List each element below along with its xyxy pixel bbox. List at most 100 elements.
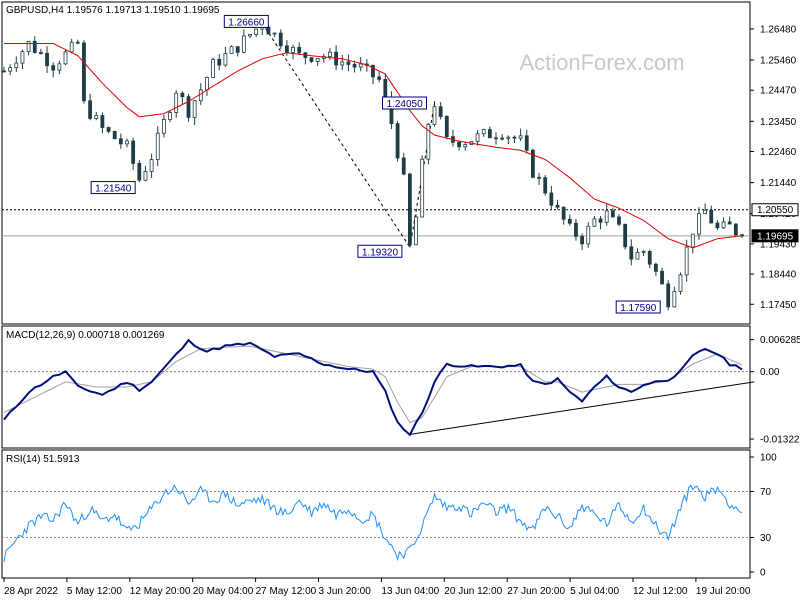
candle-body [438, 106, 443, 117]
price-annotation-box [615, 300, 661, 314]
candle-body [291, 46, 295, 53]
candle-body [512, 136, 517, 139]
candle-body [598, 218, 603, 223]
candle-body [481, 129, 486, 135]
candle-body [69, 41, 74, 53]
price-tick-label: 1.21440 [760, 178, 797, 189]
candle-body [703, 209, 707, 215]
candle-body [672, 291, 677, 308]
candle-body [432, 106, 437, 125]
candle-body [635, 251, 640, 260]
price-annotation-box [382, 96, 427, 110]
candle-body [678, 274, 683, 292]
candle-body [586, 225, 591, 245]
candle-body [401, 157, 406, 175]
macd-tick-label: -0.013223 [760, 435, 800, 446]
candle-body [721, 221, 726, 229]
candle-body [26, 40, 31, 53]
macd-tick-label: 0.00 [760, 367, 780, 378]
price-annotation-box [357, 244, 403, 258]
candle-body [567, 218, 572, 224]
price-tick-label: 1.18440 [760, 270, 797, 281]
candle-body [377, 76, 382, 80]
x-tick-label: 12 Jul 12:00 [633, 586, 688, 597]
rsi-tick-label: 30 [760, 533, 772, 544]
candle-body [654, 263, 658, 272]
price-annotation-label: 1.21540 [95, 184, 132, 195]
macd-title: MACD(12,26,9) 0.000718 0.001269 [6, 330, 165, 341]
candle-body [106, 127, 111, 132]
candle-body [549, 192, 554, 206]
candle-body [118, 138, 123, 145]
candle-body [45, 52, 49, 67]
candle-body [500, 137, 505, 140]
candle-body [180, 92, 185, 98]
candle-body [395, 123, 400, 159]
candle-body [328, 51, 332, 57]
candle-body [254, 28, 259, 35]
current-price-label: 1.19695 [757, 231, 794, 242]
candle-body [63, 51, 68, 65]
candle-body [309, 57, 314, 62]
candle-body [112, 131, 117, 140]
candle-body [629, 246, 634, 260]
price-tick-label: 1.19430 [760, 239, 797, 250]
candle-body [2, 70, 6, 73]
candle-body [235, 46, 240, 53]
wave-line-1 [261, 23, 411, 248]
candle-body [574, 222, 578, 237]
macd-panel: MACD(12,26,9) 0.000718 0.001269 0.006285… [1, 325, 800, 449]
price-tick-label: 1.25460 [760, 56, 797, 67]
candle-body [697, 213, 701, 235]
candle-body [518, 135, 523, 139]
candle-body [592, 218, 597, 227]
x-tick-label: 27 May 12:00 [256, 586, 317, 597]
candle-body [690, 233, 695, 248]
candle-body [125, 140, 129, 145]
candle-body [555, 204, 560, 208]
candle-body [420, 158, 425, 218]
x-tick-label: 3 Jun 20:00 [319, 586, 372, 597]
candle-body [666, 283, 671, 308]
price-annotation-label: 1.17590 [620, 303, 657, 314]
candle-body [414, 216, 418, 246]
candle-body [371, 64, 375, 78]
candle-body [32, 40, 37, 53]
price-tick-label: 1.26480 [760, 24, 797, 35]
rsi-tick-label: 100 [760, 453, 777, 464]
candle-body [217, 59, 222, 66]
price-title: GBPUSD,H4 1.19576 1.19713 1.19510 1.1969… [6, 5, 220, 16]
candle-body [143, 171, 148, 181]
candle-body [340, 61, 345, 66]
candle-body [617, 216, 621, 225]
rsi-panel: RSI(14) 51.5913 100 70 30 0 [1, 449, 777, 579]
watermark: ActionForex.com [519, 50, 684, 75]
x-tick-label: 28 Apr 2022 [4, 586, 58, 597]
x-tick-label: 5 May 12:00 [67, 586, 122, 597]
candle-body [100, 115, 105, 128]
candle-body [51, 65, 56, 71]
rsi-title: RSI(14) 51.5913 [6, 454, 80, 465]
candle-body [57, 63, 62, 71]
candle-body [174, 92, 179, 113]
candle-body [205, 77, 209, 91]
rsi-tick-label: 0 [760, 568, 766, 579]
candle-body [155, 132, 160, 160]
candle-body [457, 141, 462, 148]
rsi-tick-label: 70 [760, 487, 772, 498]
candle-body [383, 78, 388, 99]
price-panel: ActionForex.com GBPUSD,H4 1.19576 1.1971… [1, 1, 799, 325]
candle-body [82, 42, 86, 102]
candle-body [192, 100, 197, 118]
resistance-tag [751, 203, 799, 217]
candle-body [623, 223, 628, 248]
candle-body [660, 270, 664, 285]
candle-body [684, 246, 689, 276]
candle-body [75, 41, 80, 44]
macd-line [3, 338, 743, 437]
current-price-tag [751, 229, 799, 243]
price-tick-label: 1.23450 [760, 117, 797, 128]
candle-body [715, 222, 720, 229]
candle-body [149, 159, 154, 172]
candle-body [8, 67, 13, 72]
